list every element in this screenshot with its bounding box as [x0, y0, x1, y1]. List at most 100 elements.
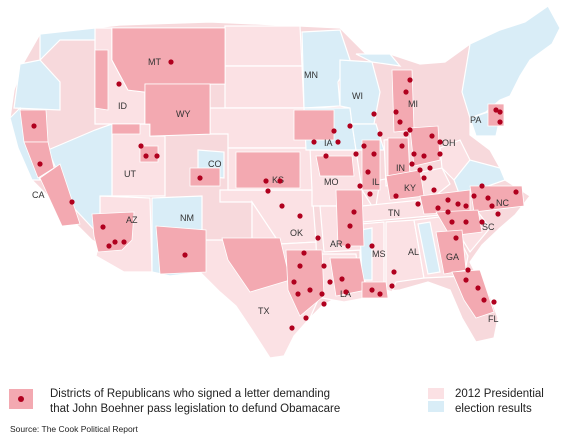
red-dot-icon — [367, 191, 373, 197]
highlighted-districts — [19, 27, 525, 319]
red-dot-icon — [369, 243, 375, 249]
label-mo: MO — [324, 177, 339, 187]
red-dot-icon — [323, 153, 329, 159]
state-labels: MT ID WY MN WI MI PA OH IA UT CO CA KS M… — [32, 57, 509, 324]
red-dot-icon — [291, 279, 297, 285]
district-nc — [469, 185, 525, 213]
district-ks — [235, 151, 301, 189]
red-dot-icon — [331, 128, 337, 134]
red-dot-icon — [497, 109, 503, 115]
red-dot-icon — [321, 301, 327, 307]
red-dot-icon — [397, 119, 403, 125]
red-dot-icon — [371, 151, 377, 157]
label-nc: NC — [496, 198, 509, 208]
state-sd — [224, 65, 305, 109]
red-dot-icon — [411, 151, 417, 157]
source-credit: Source: The Cook Political Report — [10, 424, 139, 434]
red-dot-icon — [475, 285, 481, 291]
red-dot-icon — [479, 183, 485, 189]
red-dot-icon — [421, 153, 427, 159]
district-co-east — [189, 167, 221, 187]
legend-swatch-republican — [428, 388, 444, 399]
red-dot-icon — [279, 203, 285, 209]
red-dot-icon — [69, 199, 75, 205]
red-dot-icon — [421, 175, 427, 181]
label-nm: NM — [180, 213, 194, 223]
red-dot-icon — [407, 77, 413, 83]
district-sc — [435, 209, 483, 237]
legend-item1-line1: Districts of Republicans who signed a le… — [50, 388, 330, 400]
district-ok-tx — [221, 237, 291, 293]
red-dot-icon — [351, 209, 357, 215]
red-dot-icon — [321, 263, 327, 269]
state-nd — [224, 25, 303, 67]
district-ut-east — [139, 145, 159, 163]
label-il: IL — [372, 177, 380, 187]
district-dots — [31, 59, 519, 331]
red-dot-icon — [377, 131, 383, 137]
red-dot-icon — [18, 396, 24, 402]
red-dot-icon — [513, 189, 519, 195]
label-sc: SC — [482, 222, 495, 232]
red-dot-icon — [437, 139, 443, 145]
label-in: IN — [396, 163, 405, 173]
legend-item1-line2: that John Boehner pass legislation to de… — [50, 403, 340, 415]
red-dot-icon — [455, 201, 461, 207]
legend-swatch-democrat — [428, 401, 444, 412]
district-oh — [409, 125, 441, 167]
legend-item2-line1: 2012 Presidential — [455, 388, 544, 400]
red-dot-icon — [116, 81, 122, 87]
label-ky: KY — [404, 183, 416, 193]
label-mt: MT — [148, 57, 161, 67]
district-mt — [111, 27, 226, 93]
red-dot-icon — [479, 219, 485, 225]
label-ga: GA — [446, 252, 459, 262]
red-dot-icon — [347, 123, 353, 129]
red-dot-icon — [445, 197, 451, 203]
red-dot-icon — [417, 167, 423, 173]
red-dot-icon — [154, 153, 160, 159]
red-dot-icon — [327, 279, 333, 285]
state-nv — [47, 123, 113, 238]
state-wa-coast — [39, 27, 96, 62]
red-dot-icon — [347, 223, 353, 229]
red-dot-icon — [471, 193, 477, 199]
red-dot-icon — [495, 211, 501, 217]
label-tx: TX — [258, 306, 270, 316]
red-dot-icon — [485, 195, 491, 201]
red-dot-icon — [389, 283, 395, 289]
red-dot-icon — [465, 267, 471, 273]
red-dot-icon — [263, 178, 269, 184]
red-dot-icon — [31, 123, 37, 129]
label-al: AL — [408, 247, 419, 257]
label-mi: MI — [408, 99, 418, 109]
red-dot-icon — [445, 209, 451, 215]
label-co: CO — [208, 159, 222, 169]
red-dot-icon — [399, 143, 405, 149]
red-dot-icon — [357, 183, 363, 189]
district-ms — [361, 281, 389, 299]
label-ms: MS — [372, 249, 386, 259]
label-mn: MN — [304, 70, 318, 80]
red-dot-icon — [307, 287, 313, 293]
red-dot-icon — [361, 143, 367, 149]
red-dot-icon — [265, 188, 271, 194]
district-ar — [335, 189, 365, 247]
district-ca-central — [39, 163, 81, 227]
label-ar: AR — [330, 239, 343, 249]
district-mo — [315, 155, 355, 177]
red-dot-icon — [493, 107, 499, 113]
red-dot-icon — [431, 187, 437, 193]
red-dot-icon — [369, 287, 375, 293]
red-dot-icon — [435, 205, 441, 211]
label-ok: OK — [290, 228, 303, 238]
label-oh: OH — [442, 138, 456, 148]
district-nm-south — [155, 225, 207, 275]
red-dot-icon — [403, 89, 409, 95]
red-dot-icon — [497, 119, 503, 125]
red-dot-icon — [427, 165, 433, 171]
label-wi: WI — [352, 91, 363, 101]
red-dot-icon — [182, 252, 188, 258]
red-dot-icon — [463, 277, 469, 283]
